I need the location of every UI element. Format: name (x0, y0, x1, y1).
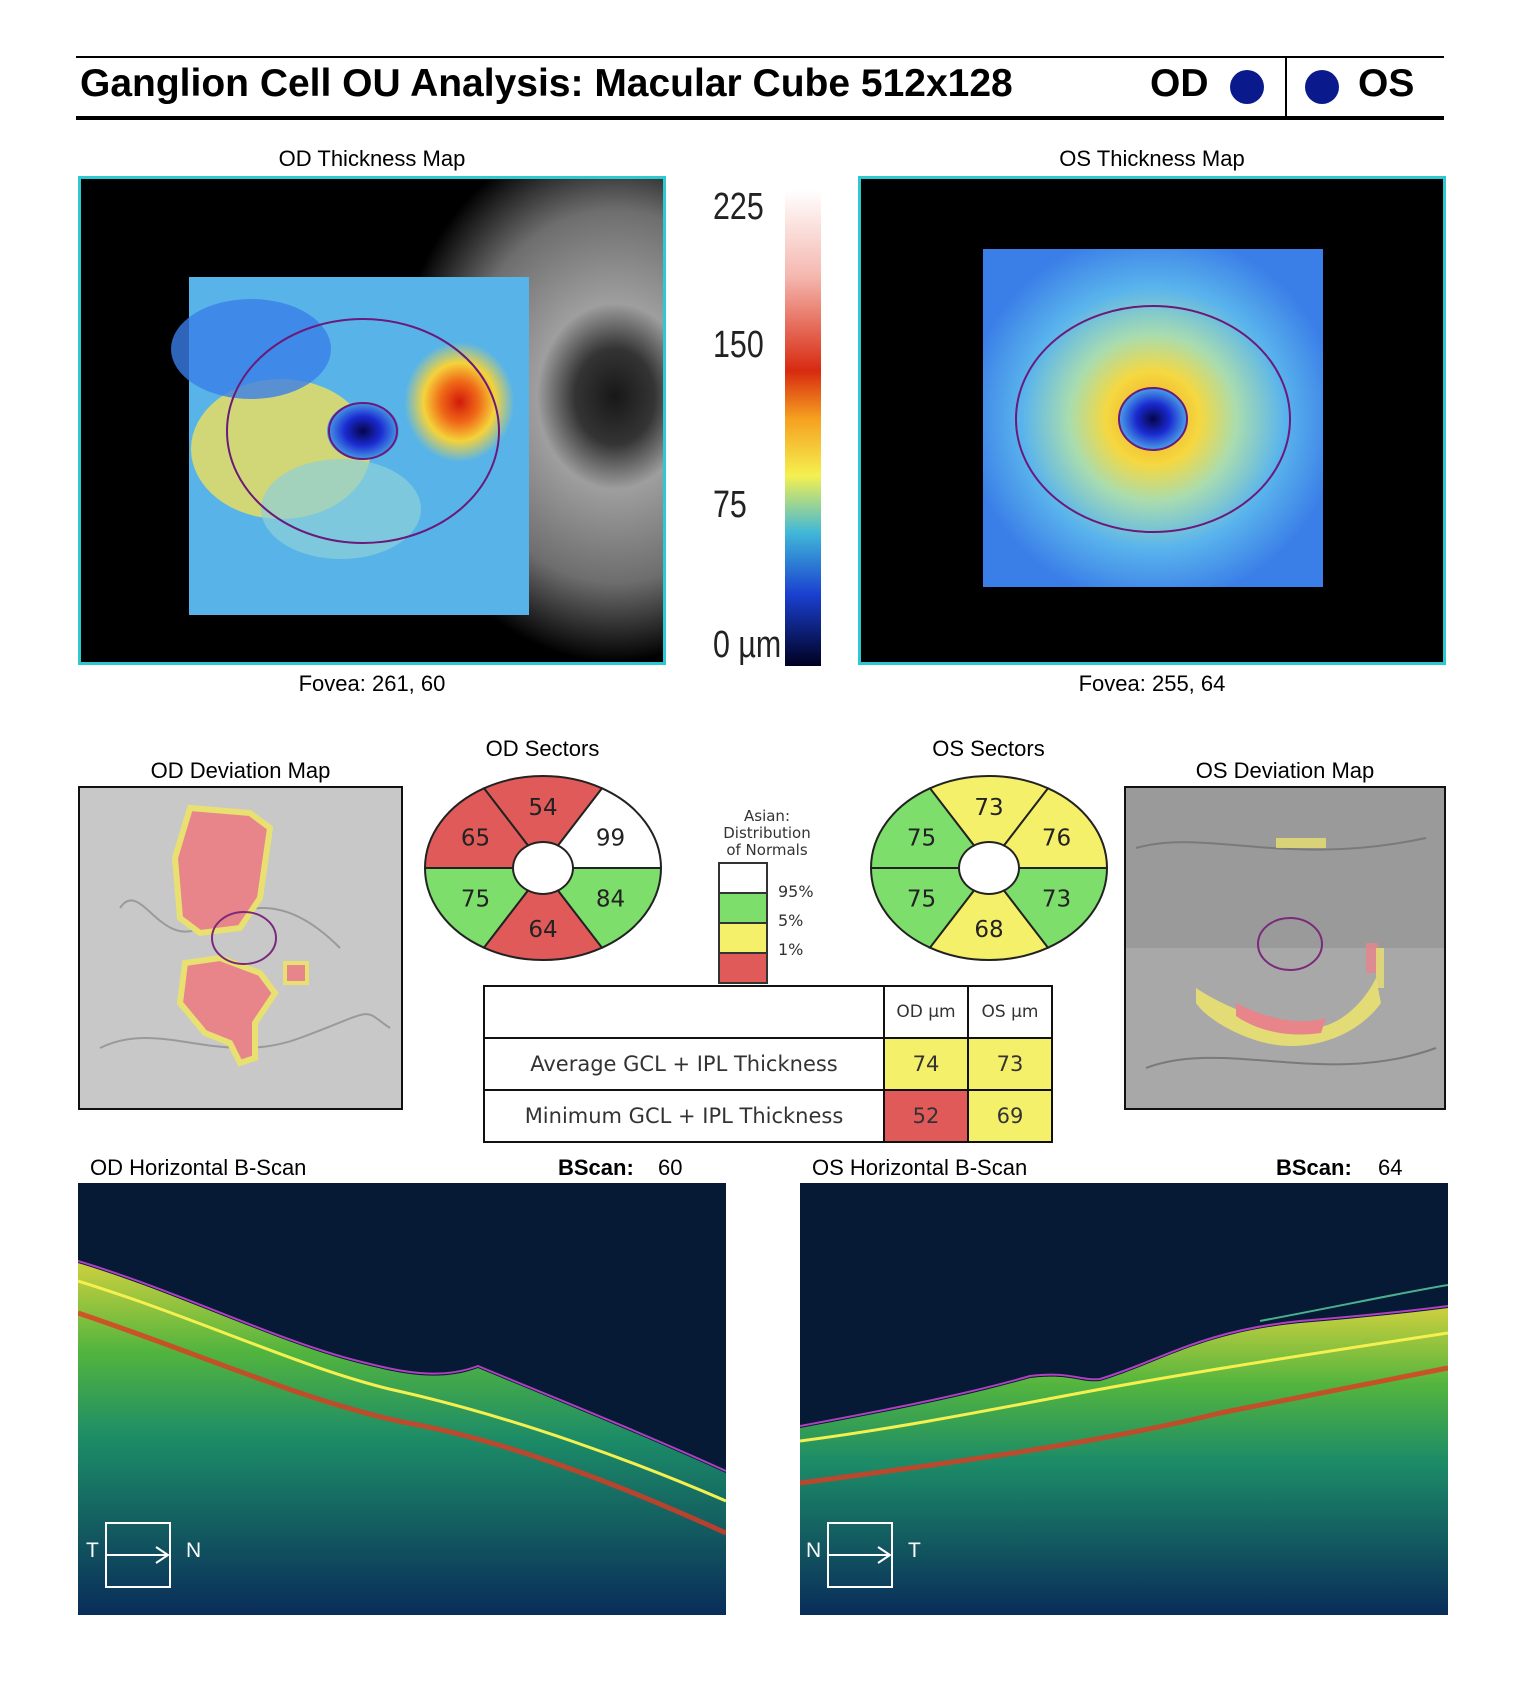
os-sectors-title: OS Sectors (932, 736, 1045, 761)
od-sector-inferior (482, 889, 604, 961)
od-eye-label: OD (1150, 62, 1209, 105)
legend-swatch-green (718, 892, 768, 922)
od-deviation-map (78, 786, 403, 1110)
od-deviation-map-title: OD Deviation Map (150, 758, 331, 783)
os-sector-value-inferior: 68 (974, 917, 1003, 943)
average-os-value: 73 (967, 1037, 1053, 1091)
normals-legend-title: Asian: Distribution of Normals (712, 808, 822, 859)
od-sector-value-superior: 54 (528, 795, 557, 821)
od-sector-value-superotemporal: 65 (461, 826, 490, 852)
scale-label-75: 75 (713, 484, 747, 526)
od-sector-value-inferonasal: 84 (596, 887, 625, 913)
scale-label-225: 225 (713, 186, 764, 228)
os-sector-value-inferotemporal: 75 (907, 887, 936, 913)
os-sector-superior (928, 775, 1050, 847)
os-bscan-number: 64 (1378, 1155, 1403, 1180)
os-eye-label: OS (1358, 62, 1415, 105)
header-divider (1285, 58, 1287, 116)
od-bscan-title: OD Horizontal B-Scan (90, 1155, 307, 1180)
table-header-os: OS µm (967, 985, 1053, 1039)
od-fovea-label: Fovea: 261, 60 (298, 671, 446, 696)
os-thickness-map (858, 176, 1446, 665)
legend-title-line-3: of Normals (726, 841, 808, 859)
os-bscan-left-label: N (806, 1539, 822, 1562)
os-eye-dot-icon (1305, 70, 1339, 104)
legend-label-95: 95% (778, 882, 814, 901)
row-label-minimum: Minimum GCL + IPL Thickness (483, 1089, 885, 1143)
row-label-average: Average GCL + IPL Thickness (483, 1037, 885, 1091)
table-row: Average GCL + IPL Thickness 74 73 (483, 1037, 1053, 1091)
od-thickness-map-title: OD Thickness Map (278, 146, 466, 171)
od-sector-value-superonasal: 99 (596, 826, 625, 852)
os-thickness-map-title: OS Thickness Map (1059, 146, 1245, 171)
od-sectors-chart: 54 65 75 64 84 99 (423, 775, 663, 961)
od-sector-value-inferior: 64 (528, 917, 557, 943)
os-sector-inferonasal (1002, 867, 1109, 949)
legend-swatch-yellow (718, 922, 768, 952)
od-eye-dot-icon (1230, 70, 1264, 104)
os-sectors-chart: 73 75 75 68 73 76 (869, 775, 1109, 961)
os-sector-value-superior: 73 (974, 795, 1003, 821)
os-bscan-right-label: T (908, 1539, 921, 1562)
os-bscan-label: BScan: (1276, 1155, 1352, 1180)
os-bscan-image: N T (800, 1183, 1448, 1615)
od-sector-superior (482, 775, 604, 847)
os-sector-value-superonasal: 76 (1042, 826, 1071, 852)
od-sectors-title: OD Sectors (485, 736, 600, 761)
minimum-od-value: 52 (883, 1089, 969, 1143)
os-sector-superonasal (1002, 787, 1109, 869)
table-header-od: OD µm (883, 985, 969, 1039)
normals-legend (718, 862, 768, 984)
od-bscan-number: 60 (658, 1155, 683, 1180)
od-sector-inferonasal (556, 867, 663, 949)
legend-title-line-2: Distribution (723, 824, 811, 842)
od-sector-superonasal (556, 787, 663, 869)
os-sector-inferotemporal (869, 867, 976, 949)
od-sector-value-inferotemporal: 75 (461, 887, 490, 913)
os-sector-superotemporal (869, 787, 976, 869)
minimum-os-value: 69 (967, 1089, 1053, 1143)
legend-label-1: 1% (778, 940, 804, 959)
os-sector-inferior (928, 889, 1050, 961)
od-bscan-left-label: T (86, 1539, 99, 1562)
scale-label-0: 0 µm (713, 624, 782, 666)
thickness-measurements-table: OD µm OS µm Average GCL + IPL Thickness … (483, 985, 1053, 1143)
average-od-value: 74 (883, 1037, 969, 1091)
legend-title-line-1: Asian: (744, 807, 790, 825)
os-deviation-map-title: OS Deviation Map (1195, 758, 1375, 783)
od-sector-superotemporal (423, 787, 530, 869)
thickness-color-scale (785, 190, 821, 666)
legend-swatch-white (718, 862, 768, 892)
header-bottom-rule (76, 116, 1444, 120)
os-sector-value-superotemporal: 75 (907, 826, 936, 852)
table-header-blank (483, 985, 885, 1039)
od-bscan-image: T N (78, 1183, 726, 1615)
od-thickness-map (78, 176, 666, 665)
legend-swatch-red (718, 952, 768, 984)
header-top-rule (76, 56, 1444, 58)
os-sector-value-inferonasal: 73 (1042, 887, 1071, 913)
legend-label-5: 5% (778, 911, 804, 930)
os-fovea-label: Fovea: 255, 64 (1078, 671, 1226, 696)
od-bscan-label: BScan: (558, 1155, 634, 1180)
os-bscan-title: OS Horizontal B-Scan (812, 1155, 1028, 1180)
report-title: Ganglion Cell OU Analysis: Macular Cube … (80, 62, 1013, 105)
os-deviation-map (1124, 786, 1446, 1110)
od-sector-inferotemporal (423, 867, 530, 949)
scale-label-150: 150 (713, 324, 764, 366)
table-row: Minimum GCL + IPL Thickness 52 69 (483, 1089, 1053, 1143)
od-bscan-right-label: N (186, 1539, 202, 1562)
